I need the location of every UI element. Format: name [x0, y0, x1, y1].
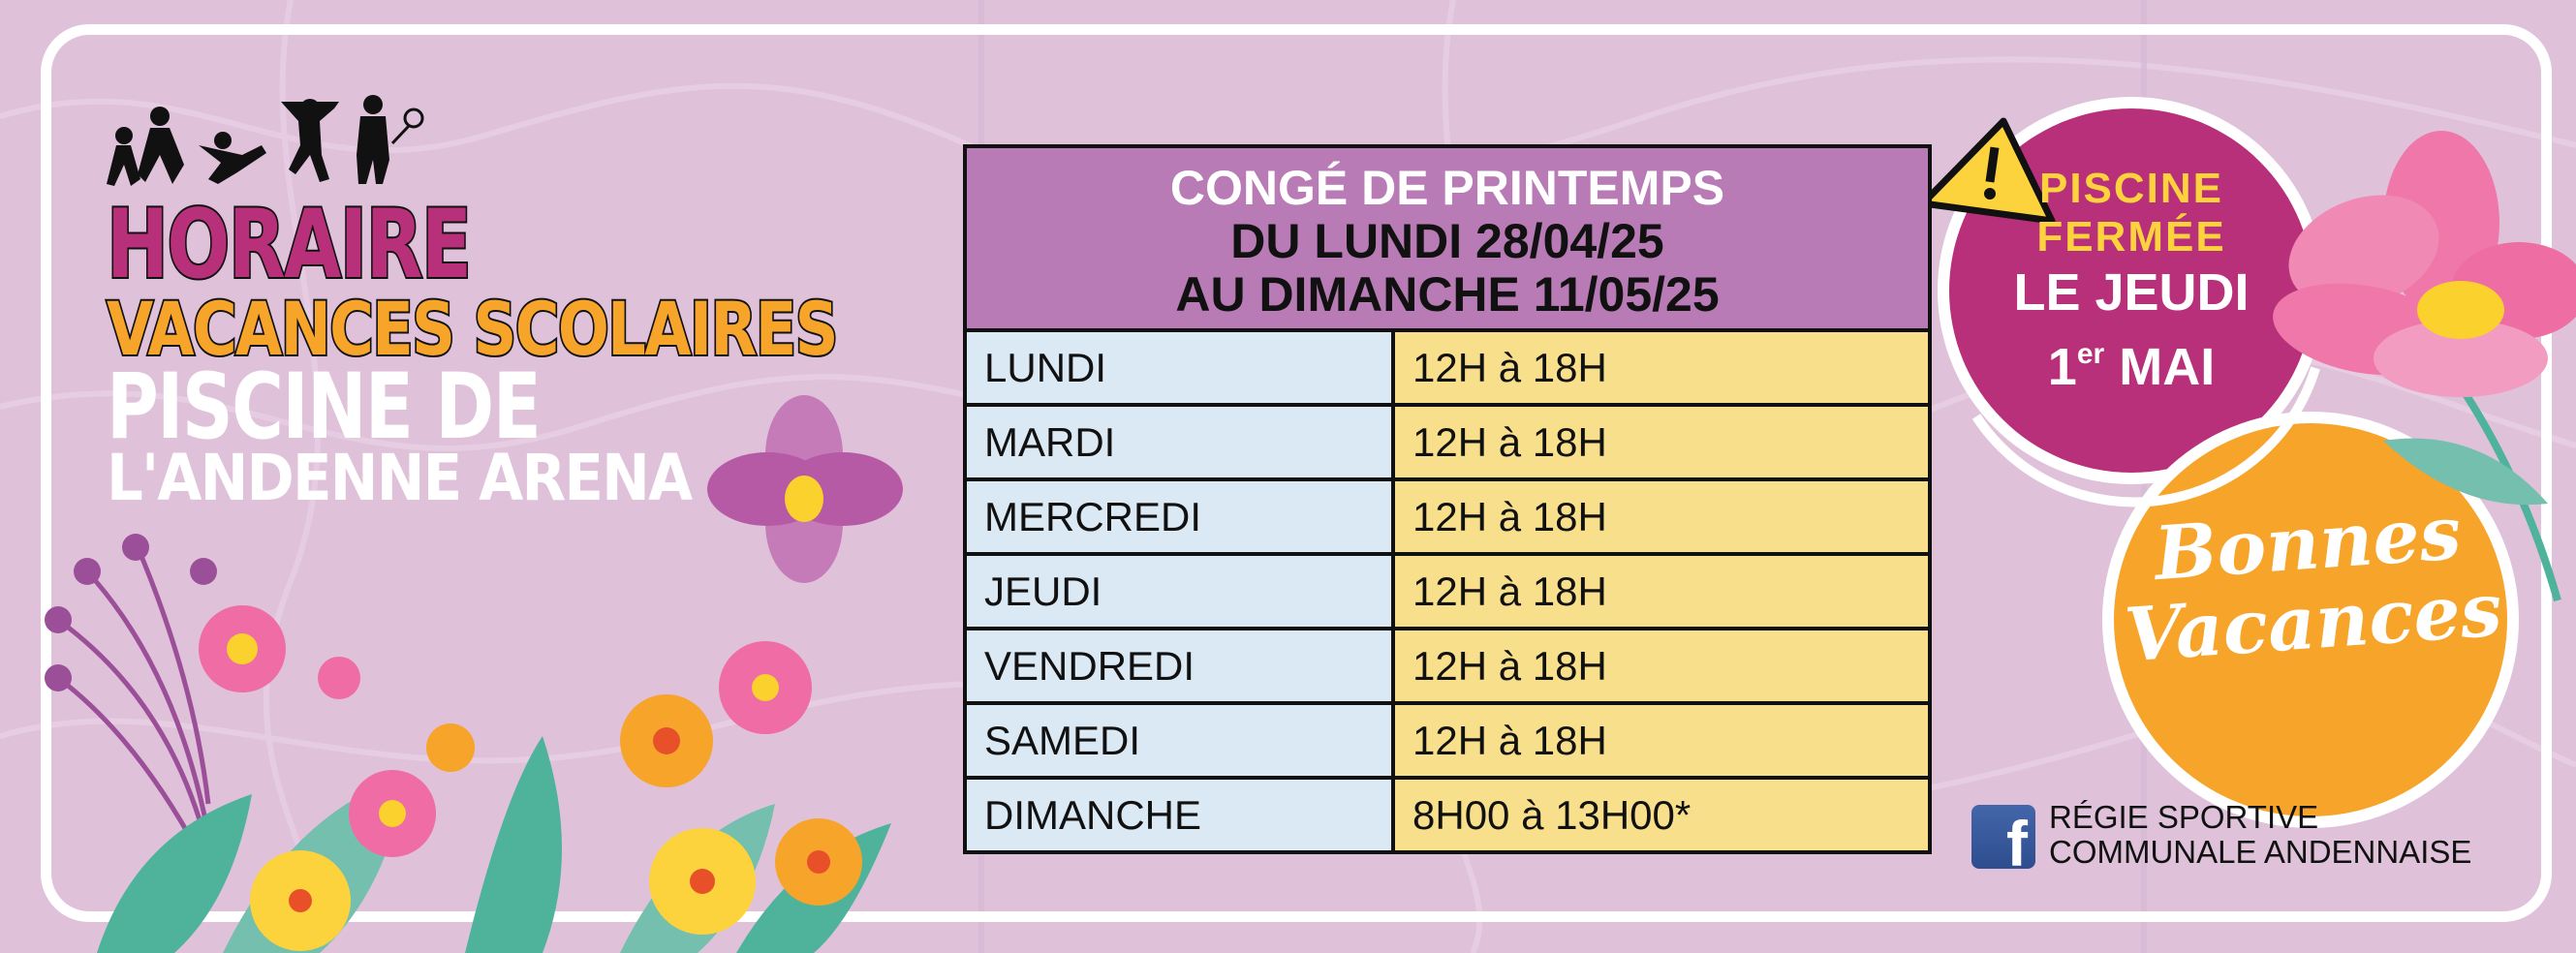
- table-row: VENDREDI 12H à 18H: [967, 630, 1928, 701]
- hours-cell: 12H à 18H: [1395, 407, 1928, 477]
- day-cell: JEUDI: [967, 556, 1391, 627]
- closure-line-fermee: FERMÉE: [2036, 213, 2226, 261]
- closure-line-piscine: PISCINE: [2038, 165, 2224, 212]
- title-piscine-de: PISCINE DE: [107, 354, 542, 460]
- bonnes-vacances-badge: [2102, 412, 2519, 828]
- title-andenne-arena: L'ANDENNE ARENA: [107, 441, 693, 515]
- schedule-end-date: AU DIMANCHE 11/05/25: [1175, 267, 1720, 322]
- facebook-page-name[interactable]: RÉGIE SPORTIVE COMMUNALE ANDENNAISE: [2049, 800, 2471, 870]
- schedule-period-name: CONGÉ DE PRINTEMPS: [1169, 161, 1725, 215]
- day-cell: SAMEDI: [967, 705, 1391, 776]
- hours-cell: 12H à 18H: [1395, 556, 1928, 627]
- hours-cell: 12H à 18H: [1395, 705, 1928, 776]
- table-row: MERCREDI 12H à 18H: [967, 481, 1928, 552]
- hours-cell: 8H00 à 13H00*: [1395, 780, 1928, 850]
- closure-day-suffix: er: [2076, 338, 2105, 370]
- closure-day-number: 1: [2047, 338, 2077, 396]
- closure-month: MAI: [2119, 338, 2216, 396]
- sports-silhouettes-icon: [107, 95, 424, 186]
- hours-cell: 12H à 18H: [1395, 332, 1928, 403]
- hours-cell: 12H à 18H: [1395, 481, 1928, 552]
- table-row: SAMEDI 12H à 18H: [967, 705, 1928, 776]
- day-cell: MARDI: [967, 407, 1391, 477]
- purple-flower-icon: [707, 395, 903, 583]
- day-cell: DIMANCHE: [967, 780, 1391, 850]
- schedule-table: CONGÉ DE PRINTEMPS DU LUNDI 28/04/25 AU …: [963, 144, 1932, 854]
- table-row: MARDI 12H à 18H: [967, 407, 1928, 477]
- day-cell: MERCREDI: [967, 481, 1391, 552]
- closure-notice: PISCINE FERMÉE LE JEUDI 1er MAI: [1947, 165, 2315, 398]
- schedule-start-date: DU LUNDI 28/04/25: [1230, 214, 1664, 268]
- bonnes-vacances-text: Bonnes Vacances: [2097, 489, 2524, 678]
- white-frame: [41, 24, 2552, 922]
- footer-line1: RÉGIE SPORTIVE: [2049, 799, 2319, 835]
- closure-line-jeudi: LE JEUDI: [2013, 263, 2250, 322]
- hours-cell: 12H à 18H: [1395, 630, 1928, 701]
- warning-icon: [1919, 117, 2056, 225]
- pink-flower-icon: [2273, 131, 2576, 602]
- day-cell: LUNDI: [967, 332, 1391, 403]
- table-row: DIMANCHE 8H00 à 13H00*: [967, 780, 1928, 850]
- table-row: LUNDI 12H à 18H: [967, 332, 1928, 403]
- day-cell: VENDREDI: [967, 630, 1391, 701]
- title-vacances-scolaires: VACANCES SCOLAIRES: [105, 284, 840, 374]
- title-horaire: HORAIRE: [105, 188, 473, 302]
- flower-bouquet-icon: [45, 534, 891, 953]
- closure-date: 1er MAI: [1947, 323, 2315, 398]
- footer-line2: COMMUNALE ANDENNAISE: [2049, 834, 2472, 870]
- table-row: JEUDI 12H à 18H: [967, 556, 1928, 627]
- facebook-icon[interactable]: f: [1971, 805, 2035, 869]
- schedule-header: CONGÉ DE PRINTEMPS DU LUNDI 28/04/25 AU …: [967, 148, 1928, 328]
